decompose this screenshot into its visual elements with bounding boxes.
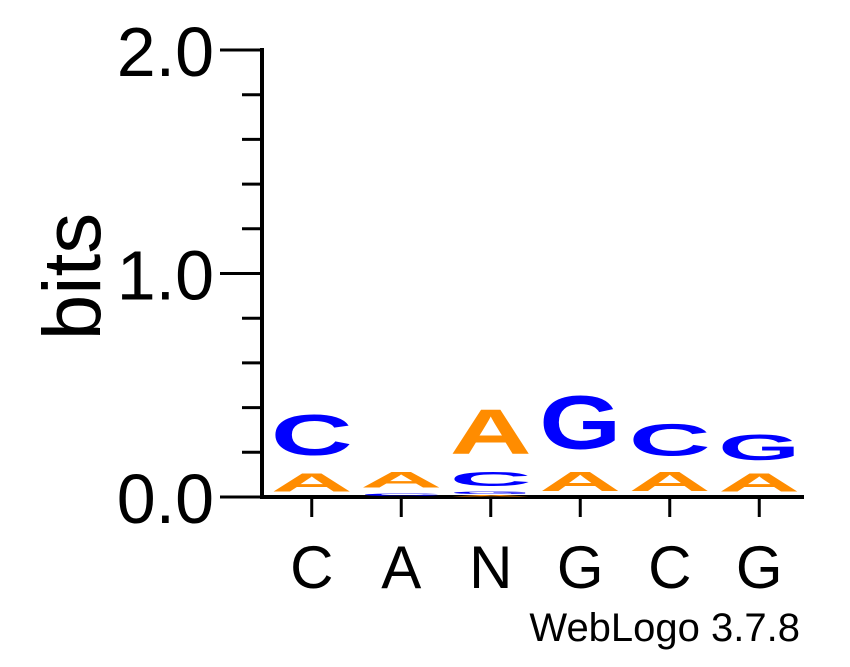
x-tick-label: C <box>648 534 691 601</box>
x-tick-label: N <box>469 534 512 601</box>
logo-letter-C: C <box>450 468 532 490</box>
logo-letter-A: A <box>539 466 621 497</box>
x-tick-label: G <box>557 534 604 601</box>
x-tick-label: C <box>290 534 333 601</box>
x-tick-label: G <box>736 534 783 601</box>
logo-letter-G: G <box>539 381 621 465</box>
logo-letter-A: A <box>629 466 711 497</box>
y-tick-label: 1.0 <box>117 237 214 315</box>
logo-letter-C: C <box>271 403 353 468</box>
logo-letter-A: A <box>360 468 442 492</box>
y-tick-label: 0.0 <box>117 460 214 538</box>
logo-letter-A: A <box>450 495 532 497</box>
y-tick-label: 2.0 <box>117 13 214 91</box>
logo-letter-A: A <box>271 468 353 497</box>
logo-letter-C: C <box>629 415 711 466</box>
logo-letter-G: G <box>718 428 800 468</box>
logo-letter-A: A <box>450 396 532 467</box>
y-axis-title: bits <box>27 213 118 341</box>
logo-letter-G: G <box>450 490 532 494</box>
x-tick-label: A <box>381 534 421 601</box>
logo-letter-A: A <box>718 468 800 497</box>
weblogo-credit: WebLogo 3.7.8 <box>529 606 800 651</box>
logo-letter-C: C <box>360 493 442 497</box>
